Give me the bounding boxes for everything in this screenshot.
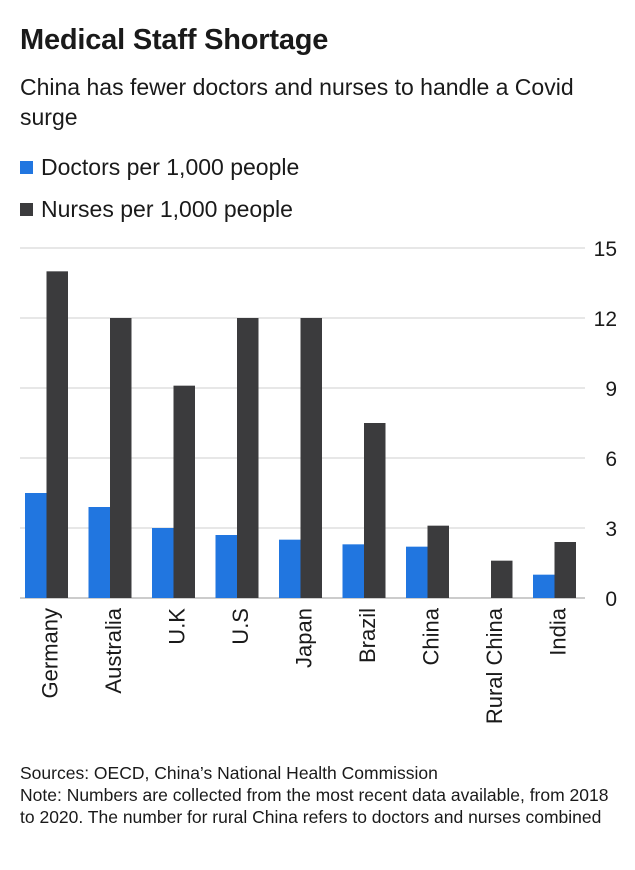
legend-item-nurses: Nurses per 1,000 people bbox=[20, 188, 299, 230]
legend-swatch-doctors bbox=[20, 160, 33, 174]
x-tick-label: U.S bbox=[228, 608, 253, 645]
bar-doctors bbox=[279, 539, 301, 598]
y-tick-label: 12 bbox=[594, 308, 617, 331]
bar-doctors bbox=[152, 528, 174, 598]
bar-doctors bbox=[533, 574, 555, 598]
bar-nurses bbox=[173, 385, 195, 598]
bar-nurses bbox=[237, 318, 259, 598]
sources-note: Sources: OECD, China’s National Health C… bbox=[20, 763, 438, 783]
bar-nurses bbox=[110, 318, 132, 598]
legend-swatch-nurses bbox=[20, 202, 33, 216]
x-tick-label: Brazil bbox=[355, 608, 380, 663]
y-tick-label: 15 bbox=[594, 238, 617, 261]
x-tick-label: Japan bbox=[292, 608, 317, 668]
legend-item-doctors: Doctors per 1,000 people bbox=[20, 146, 299, 188]
y-tick-label: 3 bbox=[605, 518, 617, 541]
chart-subtitle: China has fewer doctors and nurses to ha… bbox=[20, 74, 574, 130]
bar-doctors bbox=[342, 544, 364, 598]
bar-doctors bbox=[215, 535, 237, 598]
x-tick-label: U.K bbox=[165, 608, 190, 645]
x-tick-label: Rural China bbox=[482, 607, 507, 724]
bar-nurses bbox=[554, 542, 576, 598]
y-tick-label: 9 bbox=[605, 378, 617, 401]
bar-doctors bbox=[25, 493, 47, 598]
legend-label-doctors: Doctors per 1,000 people bbox=[41, 153, 300, 180]
bar-nurses bbox=[491, 560, 513, 598]
chart-footer: Sources: OECD, China’s National Health C… bbox=[20, 762, 620, 828]
legend: Doctors per 1,000 people Nurses per 1,00… bbox=[20, 146, 299, 230]
data-note: Note: Numbers are collected from the mos… bbox=[20, 785, 609, 827]
bar-chart: 0 3 6 9 12 15 Germany Australia U.K U.S Japan Brazi… bbox=[20, 238, 617, 724]
y-tick-label: 0 bbox=[605, 588, 617, 611]
legend-label-nurses: Nurses per 1,000 people bbox=[41, 195, 293, 222]
bar-nurses bbox=[364, 423, 386, 598]
y-tick-label: 6 bbox=[605, 448, 617, 471]
chart-title: Medical Staff Shortage bbox=[20, 24, 329, 56]
bar-nurses bbox=[300, 318, 322, 598]
bar-nurses bbox=[46, 271, 68, 598]
x-tick-label: China bbox=[419, 607, 444, 665]
bar-doctors bbox=[88, 507, 110, 598]
x-tick-label: Germany bbox=[38, 608, 63, 698]
x-tick-label: India bbox=[546, 607, 571, 655]
bar-nurses bbox=[427, 525, 449, 598]
bar-doctors bbox=[406, 546, 428, 598]
x-tick-label: Australia bbox=[101, 607, 126, 693]
